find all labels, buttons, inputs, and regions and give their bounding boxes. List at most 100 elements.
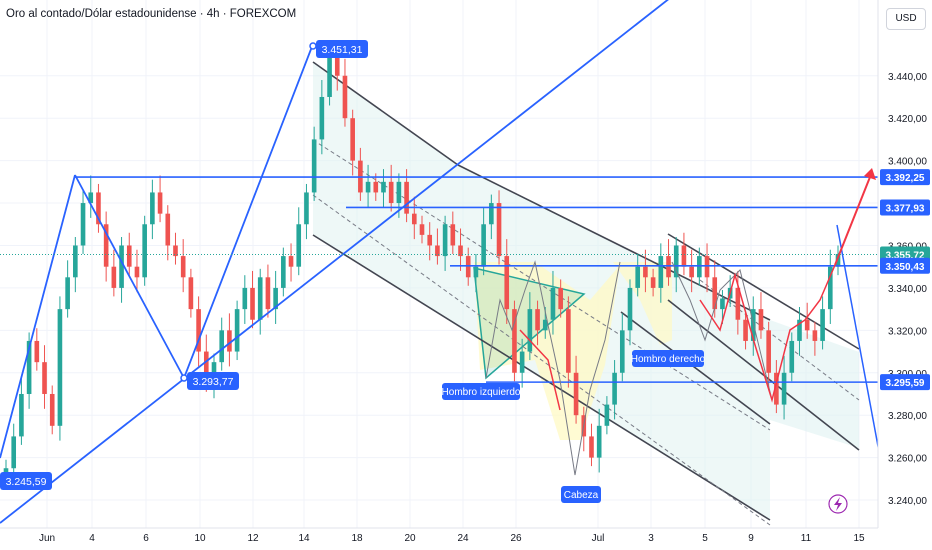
candle-body (735, 287, 741, 320)
candle-body (527, 309, 533, 352)
lightning-icon[interactable] (828, 494, 848, 514)
candle-body (250, 287, 255, 320)
candle-body (465, 256, 471, 278)
candle-body (388, 181, 394, 204)
candle-body (411, 213, 417, 225)
candle-body (427, 234, 433, 246)
candle-body (350, 118, 355, 161)
annotation-box (442, 383, 520, 400)
red-path (519, 329, 561, 411)
candle-body (119, 245, 124, 288)
lightning-icon-glyph (834, 497, 842, 511)
candle-body (681, 245, 687, 267)
candle-body (404, 181, 409, 214)
annotation-label: Cabeza (564, 490, 599, 501)
candle-body (473, 266, 479, 278)
candle-body (288, 256, 294, 267)
channel-line (620, 311, 771, 425)
hs-zigzag (671, 261, 773, 401)
candle-body (219, 330, 225, 363)
candle-body (697, 256, 702, 278)
candle-body (203, 351, 209, 384)
candle-body (49, 393, 55, 426)
x-tick-label: 24 (457, 533, 469, 544)
annotation-box (632, 350, 704, 367)
candle-body (126, 245, 132, 267)
candle-body (535, 309, 540, 331)
candle-body (566, 309, 571, 373)
candle-body (304, 192, 309, 225)
y-tick-label: 3.420,00 (888, 114, 927, 125)
candle-body (596, 425, 602, 458)
candle-body (242, 287, 248, 310)
point-marker (180, 374, 188, 382)
candle-body (781, 372, 787, 405)
candle-body (704, 256, 710, 278)
y-tick-label: 3.320,00 (888, 326, 927, 337)
candle-body (227, 330, 232, 352)
price-tag-label: 3.392,25 (886, 173, 925, 184)
candle-body (173, 245, 178, 257)
point-marker (309, 42, 317, 50)
candle-body (42, 362, 47, 394)
trend-line (74, 174, 185, 379)
candle-body (257, 277, 263, 320)
candle-body (234, 309, 240, 352)
channel-midline (312, 194, 771, 526)
candle-body (142, 224, 147, 278)
candle-body (73, 245, 78, 278)
candle-body (558, 287, 563, 310)
candle-body (666, 256, 671, 278)
candle-body (573, 372, 579, 416)
x-tick-label: 6 (143, 533, 149, 544)
y-tick-label: 3.240,00 (888, 496, 927, 507)
candle-body (774, 372, 779, 405)
candle-body (296, 224, 302, 267)
projection-line (836, 224, 881, 458)
candle-body (265, 277, 271, 310)
candle-body (281, 256, 286, 288)
y-tick-label: 3.260,00 (888, 454, 927, 465)
x-tick-label: 20 (404, 533, 416, 544)
candle-body (650, 277, 656, 288)
candle-body (334, 54, 340, 76)
currency-button[interactable]: USD (886, 8, 926, 30)
candle-body (720, 298, 725, 310)
candle-body (26, 340, 32, 394)
candle-body (743, 319, 748, 341)
candle-body (34, 340, 40, 363)
x-tick-label: 14 (298, 533, 310, 544)
y-tick-label: 3.340,00 (888, 284, 927, 295)
candle-body (604, 404, 610, 426)
candle-body (342, 75, 348, 119)
candle-body (496, 203, 502, 257)
candle-body (635, 266, 641, 288)
candle-body (758, 309, 764, 331)
candle-body (150, 192, 155, 225)
candle-body (88, 192, 94, 204)
annotation-box (561, 486, 601, 503)
x-tick-label: 4 (89, 533, 95, 544)
point-label: 3.245,59 (6, 476, 47, 488)
candle-body (273, 287, 278, 310)
price-tag-label: 3.355,72 (886, 251, 925, 262)
price-tag-label: 3.377,93 (886, 203, 925, 214)
candle-body (419, 224, 425, 235)
candle-body (504, 256, 510, 310)
trend-line (183, 43, 314, 379)
price-tag (880, 374, 930, 391)
x-tick-label: 11 (801, 533, 812, 544)
channel-midline (699, 279, 860, 401)
x-tick-label: Jun (39, 533, 55, 544)
candle-body (712, 277, 718, 310)
candle-body (188, 277, 194, 310)
x-tick-label: Jul (592, 533, 605, 544)
y-tick-label: 3.440,00 (888, 72, 927, 83)
target-arrow (834, 171, 873, 266)
trend-line (0, 174, 76, 459)
y-tick-label: 3.400,00 (888, 157, 927, 168)
candle-body (19, 393, 24, 437)
candle-body (673, 245, 679, 278)
candle-body (542, 319, 548, 331)
